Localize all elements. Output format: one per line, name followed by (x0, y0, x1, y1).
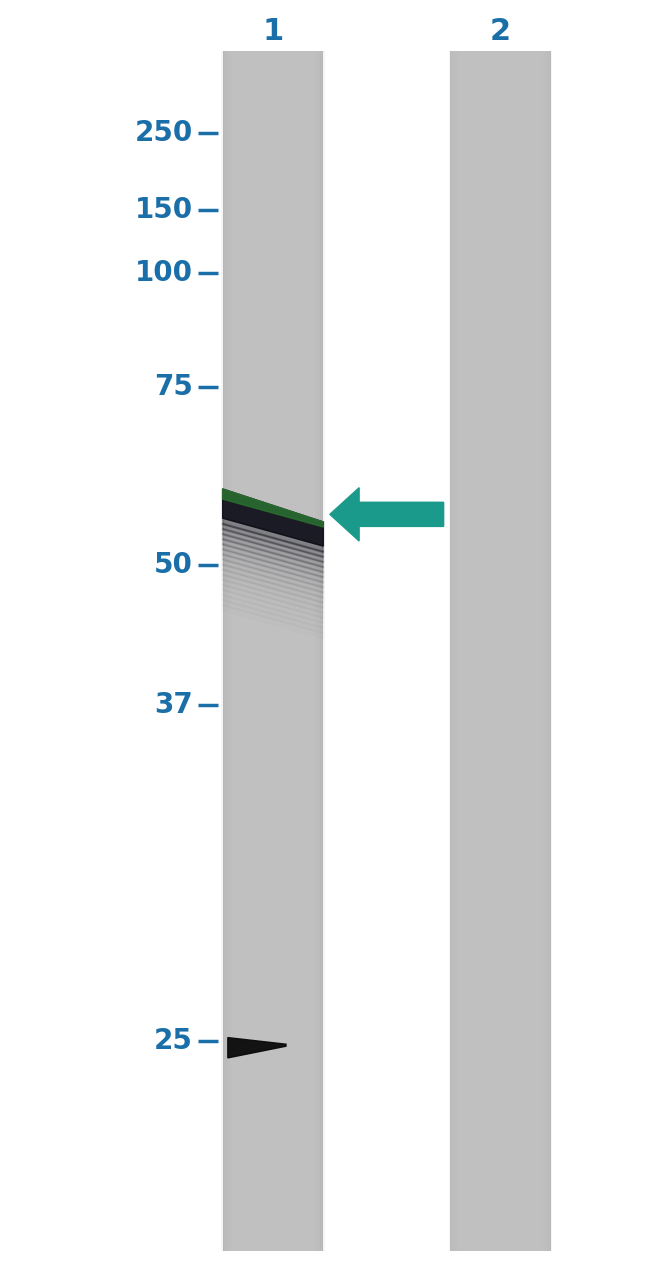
Bar (229, 51, 231, 1251)
Bar (315, 51, 317, 1251)
Text: 1: 1 (263, 18, 283, 46)
Bar (546, 51, 549, 1251)
Polygon shape (222, 544, 324, 578)
Bar (225, 51, 227, 1251)
Bar (456, 51, 459, 1251)
Bar (448, 51, 451, 1251)
Bar (547, 51, 550, 1251)
Bar (550, 51, 552, 1251)
Polygon shape (222, 489, 324, 527)
Polygon shape (222, 538, 324, 573)
Polygon shape (222, 528, 324, 563)
Bar (322, 51, 325, 1251)
Text: 150: 150 (135, 196, 193, 224)
Bar (316, 51, 318, 1251)
Polygon shape (222, 554, 324, 588)
Bar (451, 51, 454, 1251)
Text: 25: 25 (154, 1027, 193, 1055)
Polygon shape (222, 489, 324, 546)
Bar (221, 51, 224, 1251)
Bar (222, 51, 323, 1251)
Bar (455, 51, 458, 1251)
Polygon shape (222, 549, 324, 583)
Polygon shape (222, 533, 324, 568)
Bar (542, 51, 545, 1251)
Bar (452, 51, 456, 1251)
Text: 2: 2 (490, 18, 511, 46)
Bar (543, 51, 546, 1251)
Bar (318, 51, 321, 1251)
Polygon shape (227, 1038, 286, 1058)
Text: 50: 50 (154, 551, 193, 579)
Text: 75: 75 (154, 373, 193, 401)
Text: 100: 100 (135, 259, 193, 287)
Polygon shape (222, 523, 324, 558)
Bar (320, 51, 323, 1251)
Polygon shape (222, 559, 324, 593)
Polygon shape (222, 518, 324, 552)
Bar (450, 51, 551, 1251)
Text: 250: 250 (135, 119, 193, 147)
Bar (224, 51, 226, 1251)
Text: 37: 37 (154, 691, 193, 719)
Bar (227, 51, 230, 1251)
FancyArrow shape (330, 488, 443, 541)
